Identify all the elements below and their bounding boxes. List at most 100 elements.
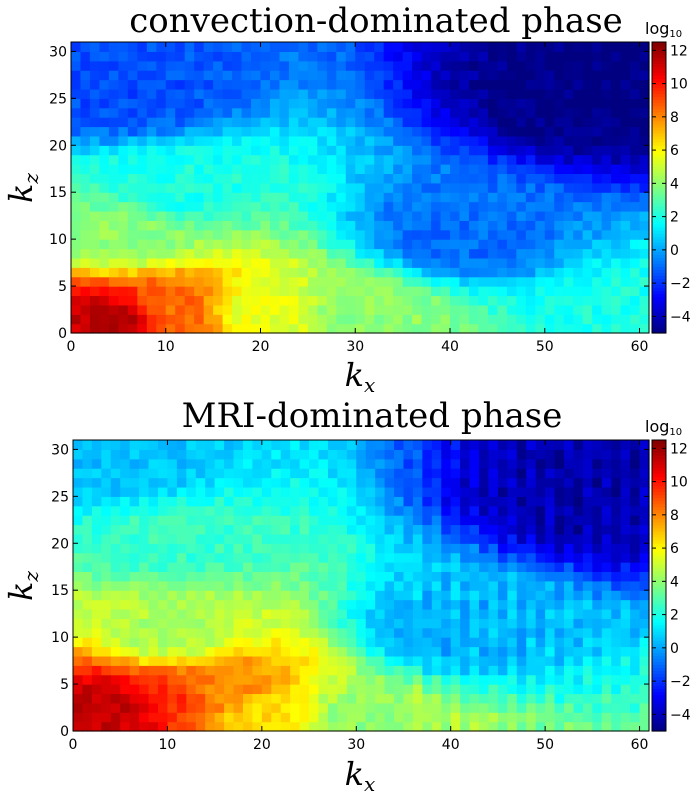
- heatmap-cell: [120, 693, 131, 704]
- heatmap-cell: [280, 684, 291, 695]
- heatmap-cell: [469, 655, 480, 666]
- heatmap-cell: [402, 60, 413, 71]
- heatmap-cell: [157, 552, 169, 563]
- heatmap-cell: [573, 655, 584, 666]
- heatmap-cell: [639, 314, 650, 325]
- heatmap-cell: [118, 107, 129, 118]
- heatmap-cell: [497, 201, 508, 212]
- heatmap-cell: [564, 693, 575, 704]
- heatmap-cell: [440, 60, 451, 71]
- heatmap-cell: [506, 220, 517, 231]
- heatmap-cell: [497, 88, 508, 99]
- heatmap-cell: [290, 486, 301, 497]
- heatmap-cell: [487, 257, 498, 268]
- heatmap-cell: [157, 599, 169, 610]
- heatmap-cell: [355, 60, 366, 71]
- colorbar-tick-label: −2: [670, 674, 691, 690]
- heatmap-cell: [213, 164, 224, 175]
- heatmap-cell: [545, 693, 556, 704]
- heatmap-cell: [582, 618, 593, 629]
- heatmap-cell: [544, 173, 555, 184]
- heatmap-cell: [99, 145, 110, 156]
- heatmap-cell: [345, 107, 356, 118]
- heatmap-cell: [554, 295, 565, 306]
- heatmap-cell: [487, 210, 498, 221]
- heatmap-cell: [573, 60, 584, 71]
- heatmap-cell: [290, 599, 301, 610]
- heatmap-cell: [431, 627, 442, 638]
- heatmap-cell: [422, 665, 433, 676]
- heatmap-cell: [288, 51, 300, 62]
- colorbar-segment: [652, 60, 666, 64]
- heatmap-cell: [601, 135, 612, 146]
- heatmap-cell: [108, 79, 119, 90]
- heatmap-cell: [383, 51, 394, 62]
- colorbar-segment: [652, 440, 666, 444]
- heatmap-cell: [184, 323, 195, 334]
- heatmap-cell: [393, 229, 404, 240]
- colorbar-segment: [652, 142, 666, 146]
- heatmap-cell: [175, 201, 186, 212]
- heatmap-cell: [261, 552, 272, 563]
- colorbar-segment: [652, 443, 666, 447]
- heatmap-cell: [365, 505, 376, 516]
- heatmap-cell: [260, 295, 271, 306]
- heatmap-cell: [148, 674, 159, 685]
- heatmap-cell: [441, 721, 452, 732]
- heatmap-cell: [251, 201, 262, 212]
- heatmap-cell: [346, 665, 357, 676]
- heatmap-cell: [459, 220, 470, 231]
- heatmap-cell: [630, 552, 641, 563]
- heatmap-cell: [108, 276, 119, 287]
- heatmap-cell: [506, 239, 517, 250]
- heatmap-cell: [601, 637, 612, 648]
- heatmap-cell: [630, 693, 641, 704]
- colorbar-segment: [652, 661, 666, 665]
- heatmap-cell: [213, 220, 224, 231]
- heatmap-cell: [554, 239, 565, 250]
- heatmap-cell: [252, 693, 263, 704]
- heatmap-cell: [279, 295, 290, 306]
- heatmap-cell: [327, 496, 338, 507]
- heatmap-cell: [402, 107, 413, 118]
- x-axis-label: kx: [345, 356, 376, 397]
- heatmap-cell: [459, 88, 470, 99]
- heatmap-cell: [355, 304, 366, 315]
- heatmap-cell: [630, 674, 641, 685]
- heatmap-cell: [487, 314, 498, 325]
- heatmap-cell: [460, 440, 471, 450]
- heatmap-cell: [384, 552, 395, 563]
- heatmap-cell: [326, 60, 337, 71]
- heatmap-cell: [165, 51, 176, 62]
- heatmap-cell: [260, 164, 271, 175]
- heatmap-cell: [156, 248, 167, 259]
- colorbar-segment: [652, 296, 666, 301]
- heatmap-cell: [365, 477, 376, 488]
- colorbar-segment: [652, 51, 666, 55]
- heatmap-cell: [73, 627, 84, 638]
- heatmap-cell: [479, 533, 490, 544]
- colorbar-segment: [652, 326, 666, 331]
- heatmap-cell: [139, 599, 150, 610]
- heatmap-cell: [307, 304, 318, 315]
- colorbar-segment: [652, 564, 666, 568]
- heatmap-cell: [251, 60, 262, 71]
- heatmap-cell: [271, 608, 282, 619]
- heatmap-cell: [120, 702, 131, 713]
- heatmap-cell: [307, 182, 318, 193]
- colorbar-tick-label: 10: [670, 475, 688, 491]
- colorbar-segment: [652, 727, 666, 732]
- heatmap-cell: [365, 562, 376, 573]
- heatmap-cell: [336, 126, 347, 137]
- heatmap-cell: [108, 164, 119, 175]
- heatmap-cell: [288, 295, 300, 306]
- heatmap-cell: [101, 440, 112, 450]
- heatmap-cell: [222, 192, 233, 203]
- colorbar-segment: [652, 500, 666, 505]
- heatmap-cell: [620, 210, 631, 221]
- heatmap-cell: [441, 468, 452, 479]
- heatmap-cell: [260, 248, 271, 259]
- heatmap-cell: [355, 192, 366, 203]
- colorbar-segment: [652, 93, 666, 98]
- heatmap-cell: [298, 145, 309, 156]
